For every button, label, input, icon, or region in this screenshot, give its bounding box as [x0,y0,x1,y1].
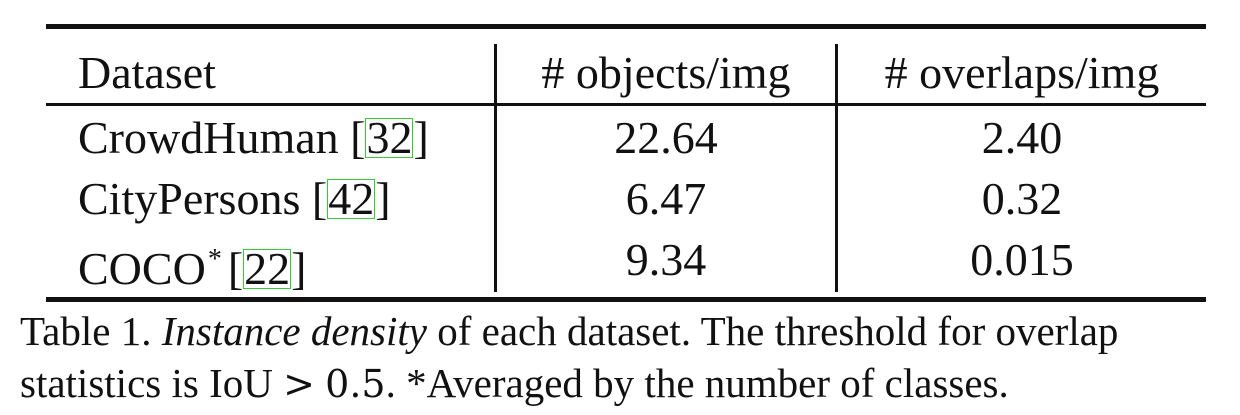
caption-text: statistics is IoU [20,360,273,406]
table-caption-line-1: Table 1. Instance density of each datase… [20,305,1235,357]
top-rule [46,24,1206,29]
objects-value: 9.34 [625,234,707,285]
caption-italic-term: Instance density [161,308,427,354]
citation-link[interactable]: 42 [327,173,376,224]
cite-open-bracket: [ [311,173,328,224]
asterisk-superscript: * [207,244,222,275]
caption-label: Table 1. [20,308,152,354]
overlaps-value: 2.40 [981,112,1063,163]
table-row-dataset: CrowdHuman [32] [78,115,429,161]
objects-value: 22.64 [614,112,718,163]
table-row-dataset: COCO* [22] [78,237,306,292]
bottom-rule [46,297,1206,302]
header-overlaps-per-img: # overlaps/img [884,47,1160,98]
column-divider-2 [835,44,838,292]
caption-text: of each dataset. The threshold for overl… [427,308,1119,354]
cite-close-bracket: ] [291,243,307,294]
caption-text: . *Averaged by the number of classes. [385,360,1009,406]
overlaps-value: 0.32 [981,173,1063,224]
math-operator: > [283,362,315,406]
citation-link[interactable]: 22 [243,243,292,294]
header-rule [46,103,1206,106]
dataset-name: CrowdHuman [78,112,339,163]
cite-close-bracket: ] [413,112,429,163]
dataset-name: COCO [78,243,206,294]
cite-open-bracket: [ [350,112,366,163]
objects-value: 6.47 [625,173,707,224]
citation-link[interactable]: 32 [365,112,414,163]
overlaps-value: 0.015 [970,234,1074,285]
cite-close-bracket: ] [375,173,391,224]
table-caption-line-2: statistics is IoU > 0.5. *Averaged by th… [20,357,1235,410]
dataset-name: CityPersons [78,173,301,224]
cite-open-bracket: [ [227,243,244,294]
table-row-dataset: CityPersons [42] [78,176,391,222]
column-divider-1 [494,44,497,292]
header-objects-per-img: # objects/img [541,47,791,98]
math-value: 0.5 [325,362,386,406]
header-dataset: Dataset [78,47,216,98]
